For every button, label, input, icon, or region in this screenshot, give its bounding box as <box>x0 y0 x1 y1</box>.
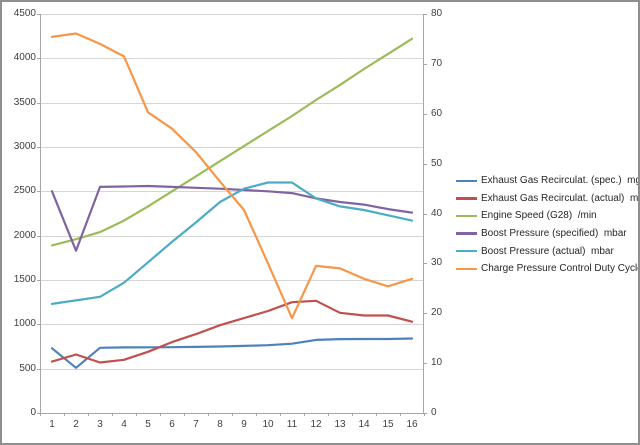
x-tick-label: 6 <box>169 419 175 430</box>
y-left-tick-label: 0 <box>30 407 36 418</box>
legend-item-3: Boost Pressure (specified) mbar <box>456 225 638 243</box>
y-left-tick-label: 4500 <box>13 8 36 19</box>
series-line-1 <box>50 299 414 364</box>
y-right-tick-label: 20 <box>431 307 443 319</box>
y-right-tick-label: 30 <box>431 257 443 269</box>
series-line-5 <box>50 32 414 320</box>
x-tick-label: 2 <box>73 419 79 430</box>
series-line-3 <box>50 184 414 252</box>
x-tick-label: 4 <box>121 419 127 430</box>
legend-item-1: Exhaust Gas Recirculat. (actual) mg/str <box>456 190 639 208</box>
legend-marker-0 <box>456 179 477 183</box>
legend-label-3: Boost Pressure (specified) mbar <box>481 228 627 240</box>
series-line-2 <box>50 37 414 247</box>
x-tick-label: 12 <box>310 419 322 430</box>
y-left-tick-label: 1000 <box>13 318 36 330</box>
chart-legend: Exhaust Gas Recirculat. (spec.) mg/str Ex… <box>456 172 640 278</box>
y-right-tick-label: 80 <box>431 8 443 19</box>
x-tick-label: 16 <box>406 419 418 430</box>
y-right-tick-label: 40 <box>431 207 443 219</box>
x-tick-label: 10 <box>262 419 274 430</box>
legend-marker-5 <box>456 267 477 271</box>
x-tick-label: 8 <box>217 419 223 430</box>
y-left-tick-label: 4000 <box>13 52 36 64</box>
y-right-tick-label: 0 <box>431 407 437 418</box>
legend-marker-4 <box>456 249 477 253</box>
x-tick-label: 7 <box>193 419 199 430</box>
y-left-tick-label: 2000 <box>13 229 36 241</box>
legend-label-1: Exhaust Gas Recirculat. (actual) mg/str <box>481 192 639 204</box>
x-tick-label: 3 <box>97 419 103 430</box>
series-line-0 <box>50 337 414 369</box>
y-left-tick-label: 3000 <box>13 141 36 152</box>
x-tick-label: 5 <box>145 419 151 430</box>
legend-item-2: Engine Speed (G28) /min <box>456 207 638 225</box>
legend-marker-2 <box>456 214 477 218</box>
x-tick-label: 15 <box>382 419 394 430</box>
legend-item-5: Charge Pressure Control Duty Cycle % <box>456 260 640 278</box>
y-right-tick-label: 60 <box>431 107 443 119</box>
y-right-tick-label: 10 <box>431 357 443 369</box>
x-tick-label: 9 <box>241 419 247 430</box>
y-left-tick-label: 500 <box>19 362 36 374</box>
series-line-4 <box>50 181 414 305</box>
plot-area <box>37 14 427 416</box>
x-tick-label: 11 <box>286 419 298 430</box>
y-right-tick-label: 70 <box>431 57 443 69</box>
legend-label-2: Engine Speed (G28) /min <box>481 210 597 222</box>
x-tick-label: 1 <box>49 419 55 430</box>
legend-label-4: Boost Pressure (actual) mbar <box>481 245 614 257</box>
legend-label-5: Charge Pressure Control Duty Cycle % <box>481 263 640 275</box>
legend-marker-1 <box>456 197 477 200</box>
legend-item-0: Exhaust Gas Recirculat. (spec.) mg/str <box>456 172 640 190</box>
y-left-tick-label: 2500 <box>13 185 36 197</box>
x-tick-label: 14 <box>358 419 370 430</box>
y-right-tick-label: 50 <box>431 157 443 169</box>
legend-label-0: Exhaust Gas Recirculat. (spec.) mg/str <box>481 175 640 187</box>
legend-marker-3 <box>456 232 477 235</box>
y-left-tick-label: 3500 <box>13 96 36 108</box>
legend-item-4: Boost Pressure (actual) mbar <box>456 242 638 260</box>
y-left-tick-label: 1500 <box>13 274 36 285</box>
x-tick-label: 13 <box>334 419 346 430</box>
